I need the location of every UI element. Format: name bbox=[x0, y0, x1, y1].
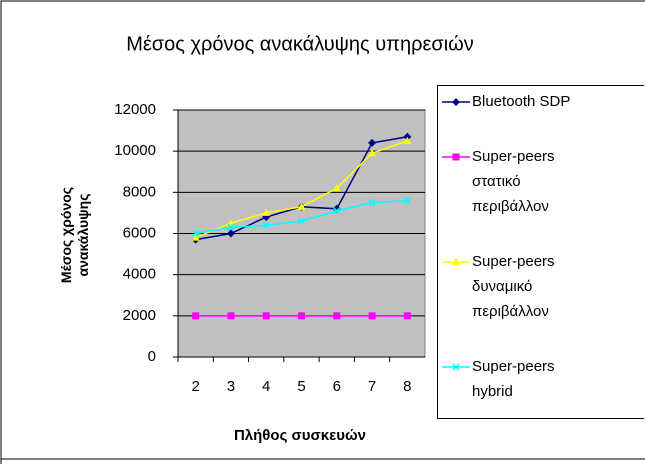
x-tick-label: 3 bbox=[227, 378, 235, 395]
marker bbox=[191, 233, 200, 241]
marker bbox=[368, 312, 376, 320]
marker bbox=[226, 229, 235, 238]
legend-item: Bluetooth SDP bbox=[438, 93, 644, 114]
marker bbox=[368, 138, 377, 147]
legend-swatch bbox=[442, 153, 470, 161]
marker bbox=[368, 149, 377, 157]
legend-swatch bbox=[442, 98, 470, 106]
x-tick-label: 5 bbox=[297, 378, 305, 395]
marker bbox=[262, 312, 270, 320]
legend-label: Super-peers δυναμικό περιβάλλον bbox=[472, 253, 555, 320]
marker bbox=[227, 223, 235, 231]
x-tick-label: 4 bbox=[262, 378, 270, 395]
legend-swatch bbox=[442, 363, 470, 371]
y-tick-label: 6000 bbox=[123, 224, 156, 241]
legend-label: Super-peers hybrid bbox=[472, 358, 555, 400]
marker bbox=[192, 229, 200, 238]
legend-label: Super-peers στατικό περιβάλλον bbox=[472, 148, 555, 215]
x-tick-label: 2 bbox=[191, 378, 199, 395]
marker bbox=[227, 312, 235, 320]
marker bbox=[333, 207, 341, 215]
marker bbox=[403, 136, 412, 144]
legend: Bluetooth SDP Super-peers στατικό περιβάλ… bbox=[437, 85, 644, 419]
y-tick-label: 10000 bbox=[114, 142, 156, 159]
marker bbox=[403, 132, 412, 141]
x-tick-label: 6 bbox=[333, 378, 341, 395]
x-tick-label: 7 bbox=[368, 378, 376, 395]
y-axis-label: Μέσος χρόνος ανακάλυψης bbox=[58, 186, 91, 284]
legend-item: Super-peers στατικό περιβάλλον bbox=[438, 148, 644, 219]
marker bbox=[452, 363, 460, 371]
marker bbox=[262, 221, 270, 229]
marker bbox=[452, 153, 460, 161]
marker bbox=[403, 197, 411, 205]
marker bbox=[332, 184, 341, 192]
legend-item: Super-peers δυναμικό περιβάλλον bbox=[438, 253, 644, 324]
x-axis-label: Πλήθος συσκευών bbox=[234, 427, 366, 444]
legend-label: Bluetooth SDP bbox=[472, 93, 571, 110]
marker bbox=[298, 312, 305, 320]
legend-item: Super-peers hybrid bbox=[438, 358, 644, 404]
marker bbox=[192, 312, 200, 320]
y-tick-label: 4000 bbox=[123, 266, 156, 283]
marker bbox=[452, 258, 460, 265]
marker bbox=[333, 312, 341, 320]
y-tick-label: 12000 bbox=[114, 101, 156, 118]
y-tick-label: 8000 bbox=[123, 183, 156, 200]
legend-swatch bbox=[442, 258, 470, 265]
marker bbox=[262, 208, 271, 216]
marker bbox=[368, 199, 376, 207]
marker bbox=[297, 217, 306, 225]
x-tick-label: 8 bbox=[403, 378, 411, 395]
marker bbox=[403, 312, 411, 320]
y-tick-label: 0 bbox=[148, 348, 156, 365]
marker bbox=[297, 202, 306, 210]
y-tick-label: 2000 bbox=[123, 307, 156, 324]
chart-title: Μέσος χρόνος ανακάλυψης υπηρεσιών bbox=[126, 33, 474, 55]
marker bbox=[452, 98, 460, 106]
